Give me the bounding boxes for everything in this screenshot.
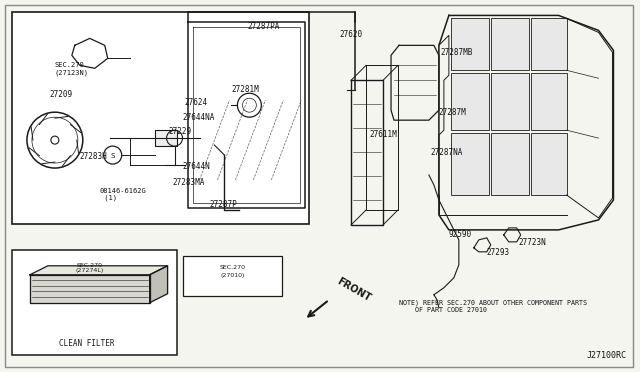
Text: 08146-6162G
 (1): 08146-6162G (1) [100,188,147,202]
Bar [12,250,177,355]
Text: 27287PA: 27287PA [248,22,280,31]
Polygon shape [30,275,150,303]
Bar [531,19,566,70]
Text: 27287M: 27287M [439,108,467,117]
Text: 92590: 92590 [449,230,472,239]
Text: 27283MA: 27283MA [173,178,205,187]
Text: CLEAN FILTER: CLEAN FILTER [59,339,115,347]
Bar [451,133,489,195]
Polygon shape [30,266,168,275]
Text: SEC.270: SEC.270 [77,263,103,268]
Text: (27274L): (27274L) [76,268,104,273]
Bar [491,19,529,70]
Text: 27620: 27620 [339,31,362,39]
Polygon shape [150,266,168,303]
Bar [451,19,489,70]
Text: (27010): (27010) [220,273,244,278]
Text: 27287NA: 27287NA [431,148,463,157]
Text: 27611M: 27611M [369,130,397,139]
Text: 27723N: 27723N [518,238,547,247]
Text: NOTE) REFER SEC.270 ABOUT OTHER COMPONENT PARTS
    OF PART CODE 27010: NOTE) REFER SEC.270 ABOUT OTHER COMPONEN… [399,300,587,313]
Bar [182,256,282,296]
Text: 27283H: 27283H [80,152,108,161]
Bar [155,130,177,146]
Text: S: S [111,153,115,159]
Bar [491,133,529,195]
Bar [531,133,566,195]
Text: 27209: 27209 [50,90,73,99]
Bar [451,73,489,130]
Text: J27100RC: J27100RC [586,350,627,360]
Bar [491,73,529,130]
Text: 27281M: 27281M [232,85,259,94]
Bar [12,12,309,224]
Text: 27644N: 27644N [182,162,211,171]
Text: 27293: 27293 [487,248,510,257]
Text: 27624: 27624 [184,98,207,107]
Text: FRONT: FRONT [335,276,372,304]
Bar [531,73,566,130]
Text: SEC.270: SEC.270 [220,265,245,270]
Text: 27644NA: 27644NA [182,113,215,122]
Text: 27287P: 27287P [209,200,237,209]
Text: SEC.270
(27123N): SEC.270 (27123N) [55,62,89,76]
Text: 27229: 27229 [168,127,192,136]
Text: 27287MB: 27287MB [441,48,473,57]
